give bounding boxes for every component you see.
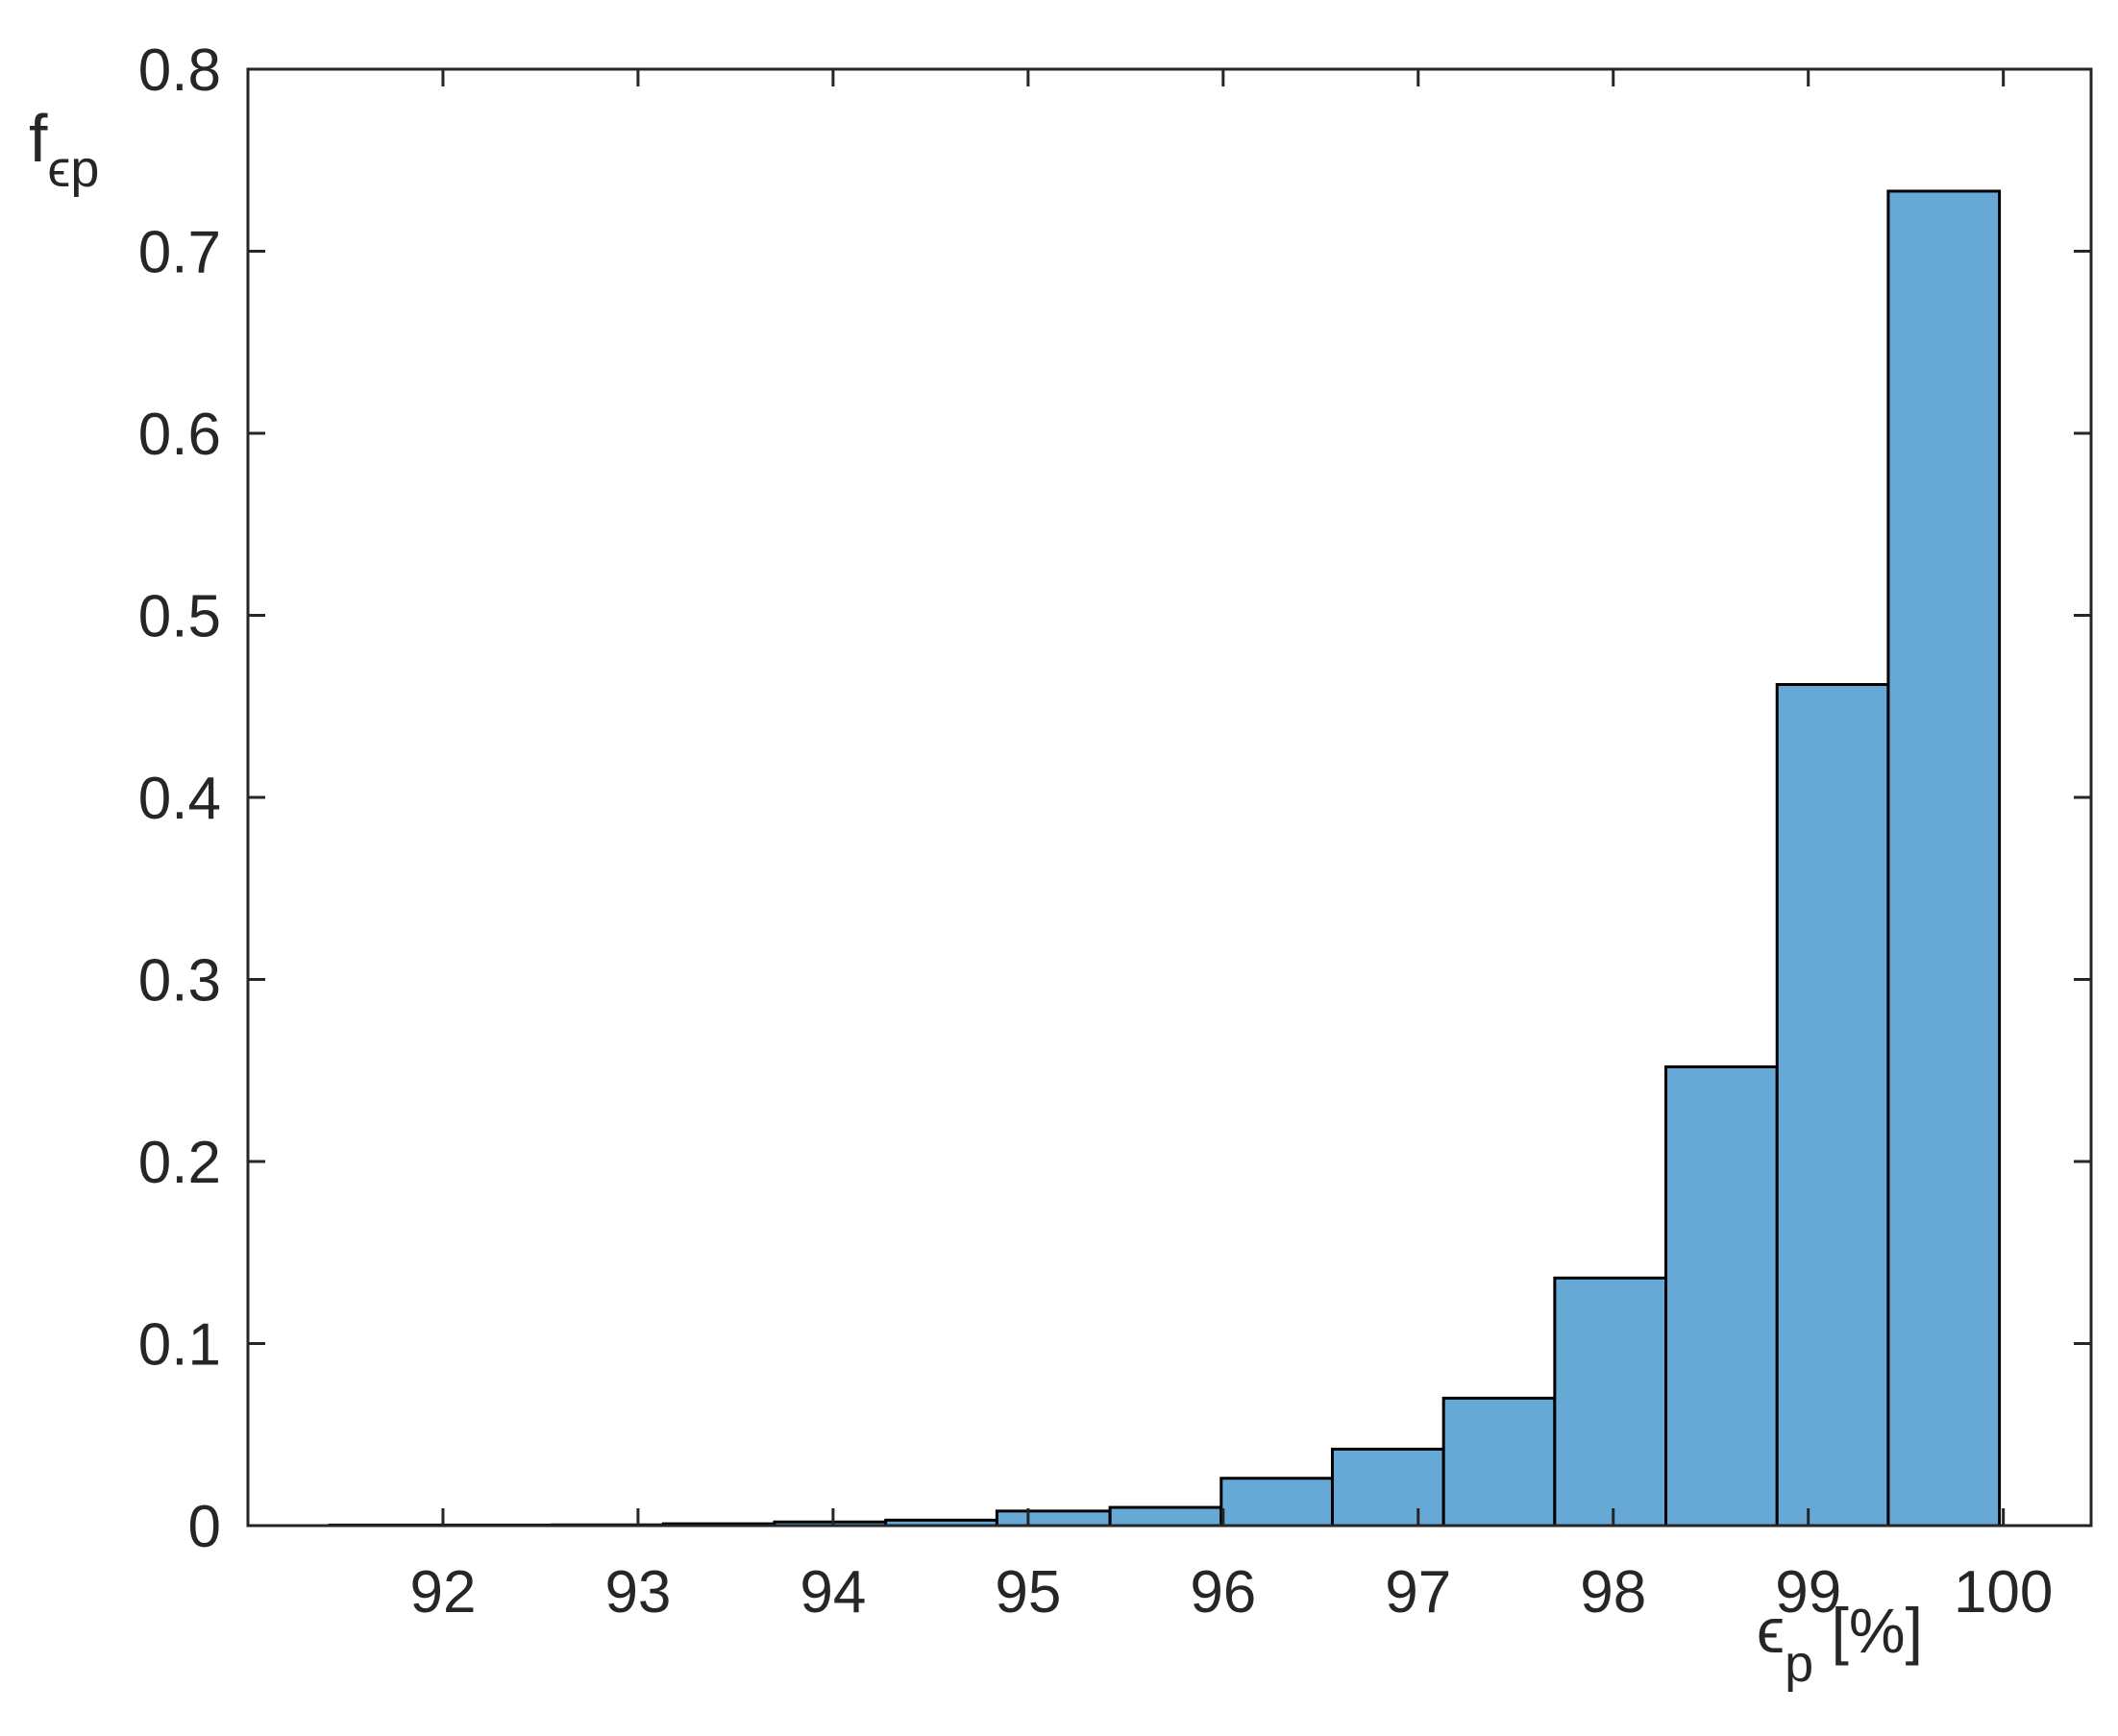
x-tick-label: 96 <box>1190 1559 1256 1626</box>
y-tick-labels: 0 0.1 0.2 0.3 0.4 0.5 0.6 0.7 0.8 <box>138 37 221 1560</box>
x-tick-label: 93 <box>604 1559 671 1626</box>
histogram-bar <box>1775 683 1890 1528</box>
y-tick-label: 0.5 <box>138 584 221 650</box>
y-axis-label: fϵp <box>29 101 99 198</box>
x-tick-label: 98 <box>1580 1559 1646 1626</box>
histogram-bars <box>328 189 2002 1528</box>
x-tick-labels: 92 93 94 95 96 97 98 99 100 <box>409 1559 2053 1626</box>
y-axis-label-symbol: f <box>29 101 48 176</box>
x-tick-label: 99 <box>1775 1559 1841 1626</box>
y-axis-label-subscript: ϵp <box>47 140 99 198</box>
axis-ticks <box>248 67 2091 1528</box>
x-tick-label: 100 <box>1954 1559 2053 1626</box>
histogram-bar <box>1108 1505 1223 1528</box>
histogram-bar <box>995 1509 1112 1528</box>
y-tick-label: 0.8 <box>138 37 221 104</box>
y-tick-label: 0 <box>188 1494 221 1560</box>
y-tick-label: 0.4 <box>138 766 221 832</box>
x-tick-label: 97 <box>1385 1559 1451 1626</box>
y-tick-label: 0.1 <box>138 1312 221 1379</box>
y-tick-label: 0.6 <box>138 402 221 468</box>
x-tick-label: 92 <box>409 1559 476 1626</box>
x-tick-label: 94 <box>800 1559 866 1626</box>
histogram-bar <box>1553 1276 1668 1528</box>
histogram-bar <box>1330 1447 1445 1528</box>
x-axis-label-unit: [%] <box>1813 1595 1923 1666</box>
x-axis-label: ϵp [%] <box>1757 1595 1923 1693</box>
y-tick-label: 0.7 <box>138 220 221 286</box>
y-tick-label: 0.3 <box>138 948 221 1015</box>
histogram-bar <box>1441 1396 1557 1528</box>
x-tick-label: 95 <box>995 1559 1061 1626</box>
x-axis-label-subscript: p <box>1785 1635 1813 1693</box>
histogram-bar <box>1664 1064 1779 1528</box>
histogram-bar <box>1886 189 2002 1528</box>
y-tick-label: 0.2 <box>138 1130 221 1196</box>
histogram-bar <box>1219 1477 1334 1528</box>
x-axis-label-symbol: ϵ <box>1757 1595 1785 1666</box>
